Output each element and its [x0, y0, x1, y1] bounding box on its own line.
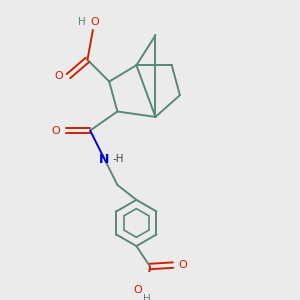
Text: O: O	[55, 71, 63, 81]
Text: H: H	[78, 17, 86, 27]
Text: H: H	[143, 294, 151, 300]
Text: O: O	[134, 285, 142, 295]
Text: O: O	[52, 125, 61, 136]
Text: O: O	[90, 17, 99, 27]
Text: O: O	[178, 260, 187, 270]
Text: N: N	[99, 153, 109, 166]
Text: -H: -H	[113, 154, 124, 164]
